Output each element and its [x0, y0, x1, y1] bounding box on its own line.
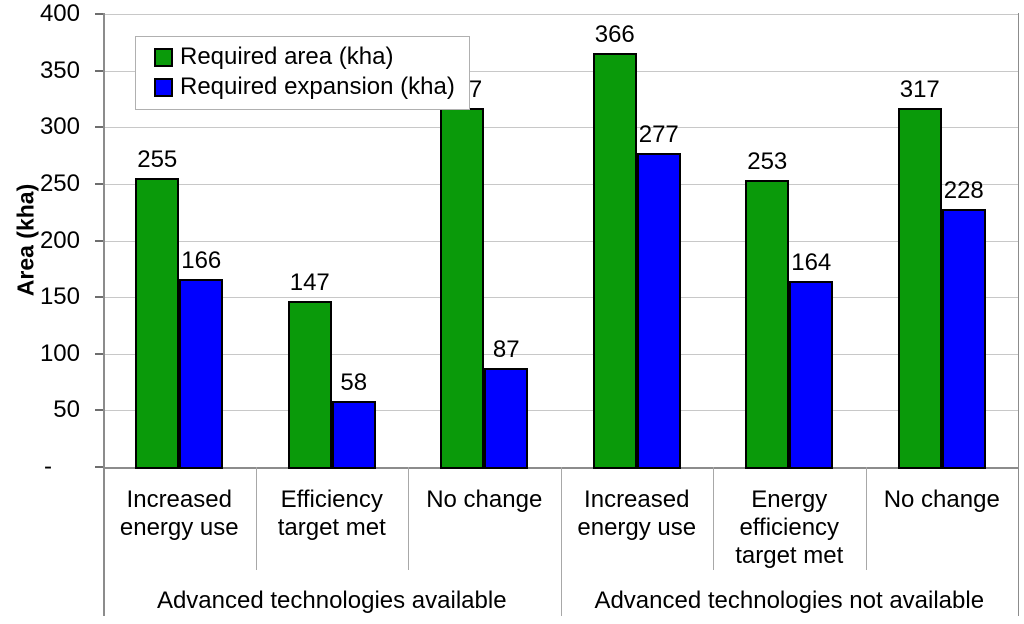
y-tick-label-50: 50 [53, 396, 80, 424]
category-label-0: Increased energy use [119, 486, 239, 541]
group-label-0: Advanced technologies available [156, 587, 507, 614]
bar-required-area-kha-2 [440, 107, 485, 469]
gridline-200 [103, 240, 1018, 242]
legend-item-required-expansion: Required expansion (kha) [154, 72, 455, 102]
bar-required-area-kha-3 [592, 52, 637, 469]
bar-required-area-kha-1 [287, 300, 332, 469]
gridline-250 [103, 183, 1018, 185]
y-tick-50 [95, 409, 103, 412]
bar-value-required-area-kha-1: 147 [289, 268, 330, 296]
bar-value-required-expansion-kha-5: 228 [943, 176, 984, 204]
category-label-1: Efficiency target met [277, 486, 386, 541]
category-label-5: No change [883, 486, 1000, 513]
bar-required-expansion-kha-2 [484, 368, 529, 469]
bar-required-expansion-kha-1 [331, 401, 376, 469]
gridline-350 [103, 70, 1018, 72]
y-tick-250 [95, 182, 103, 185]
category-divider-3 [560, 467, 562, 616]
gridline-50 [103, 410, 1018, 412]
category-divider-2 [408, 467, 409, 570]
y-tick-400 [95, 13, 103, 15]
legend-label-required-area: Required area (kha) [180, 43, 394, 70]
y-tick-label-100: 100 [39, 339, 80, 367]
gridline-150 [103, 297, 1018, 299]
y-tick-label-400: 400 [39, 0, 80, 27]
gridline-400 [103, 14, 1018, 15]
plot-right-border [1018, 13, 1019, 616]
bar-value-required-expansion-kha-3: 277 [638, 121, 679, 149]
category-label-4: Energy efficiency target met [735, 486, 844, 569]
y-tick-350 [95, 69, 103, 72]
y-tick-200 [95, 239, 103, 242]
y-tick-300 [95, 126, 103, 129]
category-label-2: No change [426, 486, 543, 513]
legend-swatch-required-expansion-icon [154, 77, 173, 97]
y-tick-0 [95, 466, 103, 468]
bar-value-required-area-kha-4: 253 [747, 148, 788, 176]
y-tick-100 [95, 352, 103, 355]
bar-required-expansion-kha-4 [789, 281, 834, 469]
y-tick-label-150: 150 [39, 283, 80, 311]
category-label-3: Increased energy use [577, 486, 697, 541]
gridline-300 [103, 127, 1018, 129]
legend: Required area (kha) Required expansion (… [135, 36, 470, 110]
bar-value-required-area-kha-3: 366 [594, 20, 635, 48]
y-tick-label-250: 250 [39, 169, 80, 197]
y-axis-line [103, 13, 105, 616]
legend-swatch-required-area-icon [154, 47, 173, 67]
bar-required-area-kha-4 [745, 180, 790, 469]
bar-value-required-area-kha-5: 317 [899, 75, 940, 103]
y-tick-label-350: 350 [39, 56, 80, 84]
gridline-100 [103, 353, 1018, 355]
bar-required-area-kha-0 [135, 178, 180, 469]
category-divider-5 [865, 467, 867, 570]
bar-required-expansion-kha-3 [636, 153, 681, 469]
bar-required-expansion-kha-5 [941, 208, 986, 469]
bar-value-required-area-kha-0: 255 [137, 146, 178, 174]
bar-value-required-expansion-kha-2: 87 [492, 336, 520, 364]
y-tick-label-0: - [44, 453, 52, 480]
legend-item-required-area: Required area (kha) [154, 42, 455, 72]
bar-value-required-expansion-kha-4: 164 [791, 249, 832, 277]
group-label-1: Advanced technologies not available [594, 587, 985, 614]
bar-value-required-expansion-kha-1: 58 [340, 369, 368, 397]
bar-value-required-expansion-kha-0: 166 [181, 247, 222, 274]
bar-required-expansion-kha-0 [179, 279, 224, 469]
category-divider-1 [255, 467, 257, 570]
bar-required-area-kha-5 [897, 107, 942, 469]
y-tick-label-200: 200 [39, 226, 80, 254]
y-tick-150 [95, 296, 103, 299]
category-divider-4 [713, 467, 714, 570]
y-tick-label-300: 300 [39, 113, 80, 141]
legend-label-required-expansion: Required expansion (kha) [180, 73, 455, 100]
